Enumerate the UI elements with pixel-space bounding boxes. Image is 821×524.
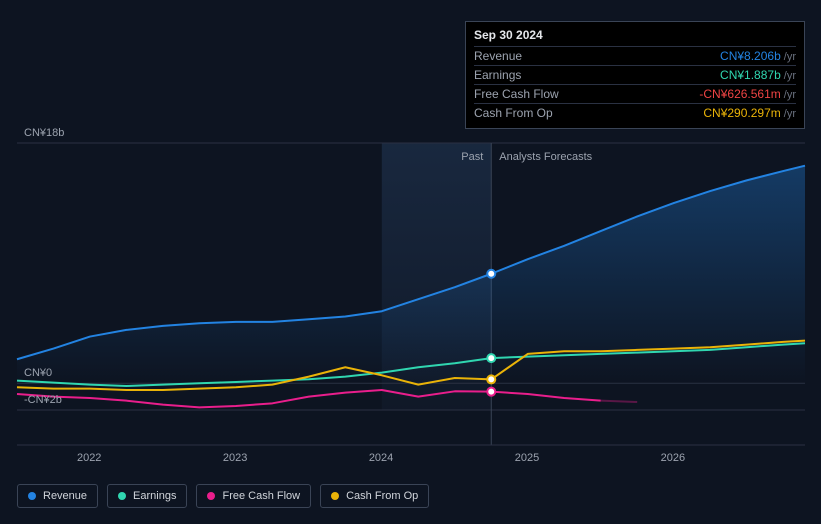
- tooltip-row: Revenue CN¥8.206b/yr: [474, 46, 796, 65]
- tooltip-rows: RevenueCN¥8.206b/yrEarningsCN¥1.887b/yrF…: [474, 46, 796, 122]
- marker-cfo: [487, 375, 495, 383]
- forecast-label: Analysts Forecasts: [499, 151, 592, 163]
- legend-item-earnings[interactable]: Earnings: [107, 484, 187, 508]
- y-tick-label: CN¥18b: [24, 127, 64, 139]
- x-tick-label: 2022: [77, 452, 101, 464]
- legend-label: Free Cash Flow: [222, 490, 300, 502]
- tooltip-row-unit: /yr: [784, 108, 796, 120]
- tooltip-row-label: Free Cash Flow: [474, 87, 559, 101]
- marker-earnings: [487, 354, 495, 362]
- marker-fcf: [487, 388, 495, 396]
- tooltip-date: Sep 30 2024: [474, 28, 796, 46]
- tooltip-row-unit: /yr: [784, 70, 796, 82]
- tooltip-row-label: Cash From Op: [474, 106, 553, 120]
- x-tick-label: 2023: [223, 452, 247, 464]
- legend-label: Revenue: [43, 490, 87, 502]
- tooltip-row-value: CN¥290.297m: [703, 106, 780, 120]
- series-fcf: [17, 390, 601, 407]
- past-label: Past: [461, 151, 483, 163]
- legend-item-revenue[interactable]: Revenue: [17, 484, 98, 508]
- tooltip-row-label: Revenue: [474, 49, 522, 63]
- legend-item-fcf[interactable]: Free Cash Flow: [196, 484, 311, 508]
- tooltip-row-unit: /yr: [784, 51, 796, 63]
- legend: Revenue Earnings Free Cash Flow Cash From O…: [17, 484, 429, 508]
- tooltip-row: Earnings CN¥1.887b/yr: [474, 65, 796, 84]
- y-tick-label: CN¥0: [24, 367, 52, 379]
- tooltip-row-value: CN¥1.887b: [720, 68, 781, 82]
- legend-label: Cash From Op: [346, 490, 418, 502]
- legend-label: Earnings: [133, 490, 176, 502]
- legend-dot-icon: [207, 492, 215, 500]
- x-tick-label: 2025: [515, 452, 539, 464]
- marker-revenue: [487, 270, 495, 278]
- chart-tooltip: Sep 30 2024 Revenue CN¥8.206b/yr Earnings C…: [465, 21, 805, 129]
- x-tick-label: 2024: [369, 452, 393, 464]
- y-tick-label: -CN¥2b: [24, 394, 62, 406]
- legend-dot-icon: [331, 492, 339, 500]
- tooltip-row-label: Earnings: [474, 68, 521, 82]
- legend-dot-icon: [118, 492, 126, 500]
- legend-item-cfo[interactable]: Cash From Op: [320, 484, 429, 508]
- legend-dot-icon: [28, 492, 36, 500]
- tooltip-row: Cash From Op CN¥290.297m/yr: [474, 103, 796, 122]
- tooltip-row-unit: /yr: [784, 89, 796, 101]
- tooltip-row-value: CN¥8.206b: [720, 49, 781, 63]
- x-tick-label: 2026: [661, 452, 685, 464]
- tooltip-row-value: -CN¥626.561m: [699, 87, 780, 101]
- tooltip-row: Free Cash Flow -CN¥626.561m/yr: [474, 84, 796, 103]
